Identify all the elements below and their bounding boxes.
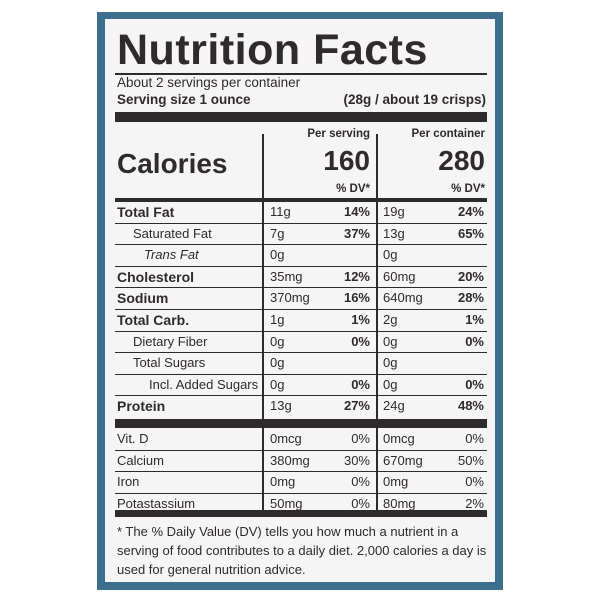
nutrient-name: Potastassium [117,495,196,511]
serving-size-value: (28g / about 19 crisps) [343,92,486,107]
amount: 380mg [270,452,310,468]
amount: 0g [270,355,285,371]
nutrient-name: Vit. D [117,431,149,446]
calories-label: Calories [117,148,228,179]
thick-rule [115,510,487,517]
daily-value: 48% [457,398,484,414]
nutrient-row: Protein 13g 27% 24g 48% [115,395,487,417]
nutrient-name: Trans Fat [144,247,199,263]
daily-value: 65% [457,225,484,241]
amount: 7g [270,225,285,241]
daily-value: 28% [457,290,484,306]
daily-value: 24% [457,204,484,219]
nutrient-row: Total Fat 11g 14% 19g 24% [115,201,487,224]
rule [115,73,487,75]
amount: 0mcg [383,431,415,446]
daily-value: 0% [465,431,484,446]
daily-value: 50% [457,452,484,468]
amount: 0g [270,247,285,263]
daily-value: 1% [351,312,370,327]
nutrient-name: Saturated Fat [133,225,212,241]
amount: 0g [383,376,398,392]
daily-value: 20% [457,268,484,284]
amount: 670mg [383,452,423,468]
daily-value: 0% [351,431,370,446]
nutrient-row: Cholesterol 35mg 12% 60mg 20% [115,266,487,289]
nutrient-name: Sodium [117,290,169,307]
nutrient-name: Total Sugars [133,355,206,371]
serving-size: Serving size 1 ounce [117,92,251,107]
daily-value: 0% [465,333,484,349]
amount: 2g [383,312,398,327]
nutrient-name: Protein [117,398,166,415]
daily-value: 0% [351,376,370,392]
amount: 0mg [383,474,409,490]
amount: 0g [383,333,398,349]
amount: 35mg [270,268,303,284]
amount: 19g [383,204,405,219]
daily-value: 30% [343,452,370,468]
nutrient-name: Cholesterol [117,268,195,285]
nutrient-name: Total Carb. [117,312,190,328]
amount: 13g [383,225,405,241]
daily-value: 14% [343,204,370,219]
nutrient-name: Incl. Added Sugars [149,376,259,392]
amount: 0g [270,376,285,392]
amount: 11g [270,204,291,219]
calories-value: 160 [323,145,370,176]
amount: 0g [383,355,398,371]
amount: 0mcg [270,431,302,446]
thick-rule [115,419,487,428]
daily-value: 1% [465,312,484,327]
rule [115,198,487,202]
nutrient-row: Saturated Fat 7g 37% 13g 65% [115,223,487,246]
amount: 24g [383,398,405,414]
amount: 0g [383,247,398,263]
amount: 0mg [270,474,296,490]
daily-value: 37% [343,225,370,241]
nutrient-name: Calcium [117,452,164,468]
daily-value: 0% [351,333,370,349]
column-divider [376,134,378,512]
amount: 640mg [383,290,423,306]
dv-header: % DV* [336,183,370,195]
daily-value: 12% [343,268,370,284]
calories-value: 280 [438,145,485,176]
nutrient-name: Total Fat [117,204,175,220]
nutrient-row: Sodium 370mg 16% 640mg 28% [115,287,487,310]
daily-value: 0% [465,474,484,490]
daily-value: 27% [343,398,370,414]
amount: 13g [270,398,292,414]
nutrient-row: Calcium 380mg 30% 670mg 50% [115,450,487,473]
daily-value: 0% [351,495,370,511]
amount: 0g [270,333,285,349]
nutrient-row: Total Carb. 1g 1% 2g 1% [115,309,487,332]
title: Nutrition Facts [117,26,428,74]
footnote: * The % Daily Value (DV) tells you how m… [117,524,487,577]
nutrient-name: Dietary Fiber [133,333,208,349]
daily-value: 0% [351,474,370,490]
servings: About 2 servings per container [117,75,301,90]
amount: 370mg [270,290,310,306]
col-header: Per serving [307,128,370,140]
daily-value: 2% [465,495,484,511]
nutrient-row: Incl. Added Sugars 0g 0% 0g 0% [115,374,487,397]
nutrient-name: Iron [117,474,140,490]
thick-rule [115,112,487,122]
nutrient-row: Trans Fat 0g 0g [115,244,487,267]
col-header: Per container [411,128,486,140]
nutrient-row: Total Sugars 0g 0g [115,352,487,375]
dv-header: % DV* [451,183,485,195]
nutrient-row: Vit. D 0mcg 0% 0mcg 0% [115,428,487,451]
amount: 80mg [383,495,416,511]
nutrient-row: Dietary Fiber 0g 0% 0g 0% [115,331,487,354]
amount: 1g [270,312,285,327]
column-divider [262,134,264,512]
amount: 50mg [270,495,303,511]
daily-value: 16% [343,290,370,306]
daily-value: 0% [465,376,484,392]
nutrient-row: Iron 0mg 0% 0mg 0% [115,471,487,494]
amount: 60mg [383,268,416,284]
